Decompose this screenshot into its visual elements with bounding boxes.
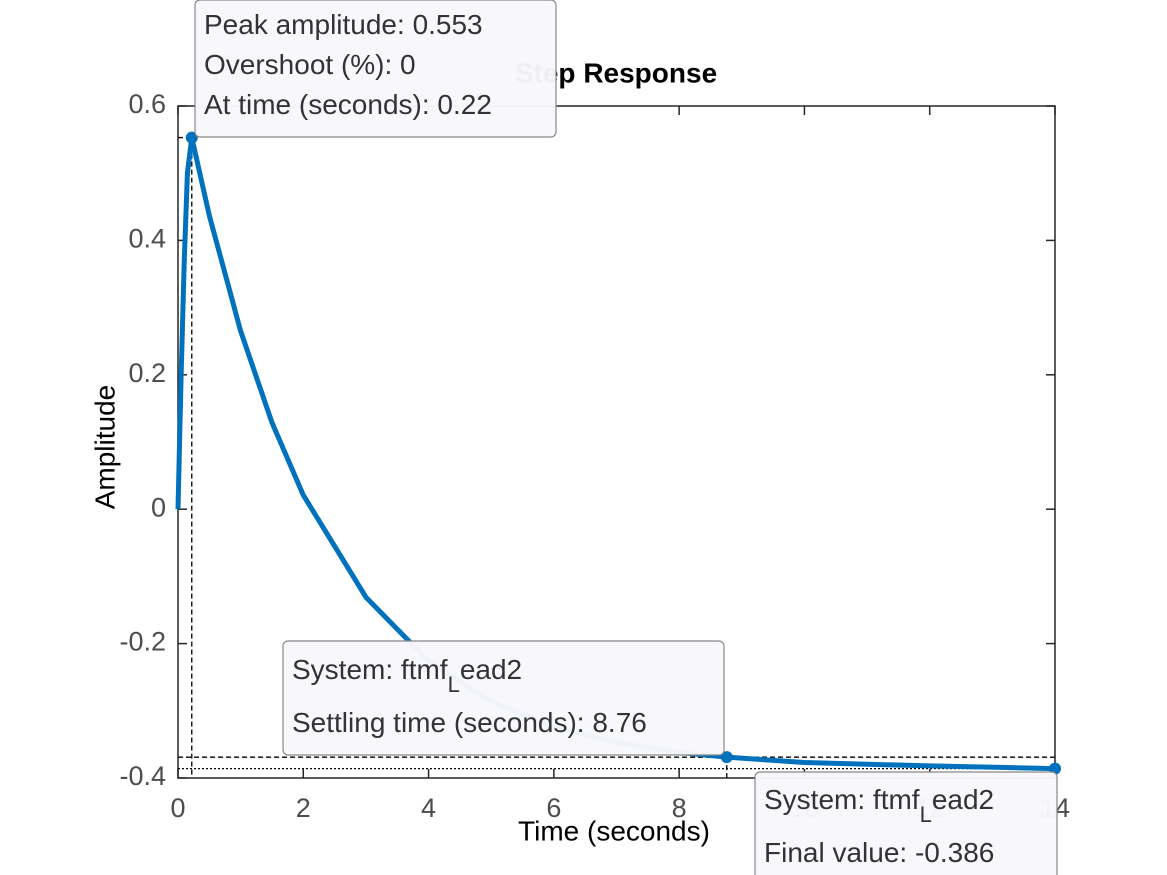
x-tick-label: 0	[170, 793, 185, 823]
data-tip-text: Final value: -0.386	[764, 837, 994, 868]
x-axis-label: Time (seconds)	[518, 815, 710, 846]
data-tip-text-part: System: ftmf	[764, 784, 920, 815]
data-tip-text-part: ead2	[460, 654, 522, 685]
data-tip-text-part: ead2	[932, 784, 994, 815]
data-tip: System: ftmfLead2 Final value: -0.386	[754, 771, 1058, 875]
data-tip-marker	[720, 751, 733, 764]
data-tip-subscript: L	[448, 672, 460, 697]
data-tip-text: System: ftmfLead2	[764, 784, 994, 826]
y-tick-label: 0.2	[128, 358, 166, 388]
data-tip-text-part: Final value: -0.386	[764, 837, 994, 868]
x-tick-label: 6	[546, 793, 561, 823]
data-tip-text-part: Peak amplitude: 0.553	[204, 9, 483, 40]
data-tip-text: At time (seconds): 0.22	[204, 89, 492, 120]
data-tip-box	[282, 640, 725, 756]
data-tip: System: ftmfLead2 Settling time (seconds)…	[282, 640, 725, 756]
y-tick-label: -0.2	[119, 627, 166, 657]
data-tip-text-part: System: ftmf	[292, 654, 448, 685]
data-tip-text: System: ftmfLead2	[292, 654, 522, 696]
data-tip-text: Settling time (seconds): 8.76	[292, 707, 647, 738]
data-tip-box	[194, 0, 557, 138]
x-tick-label: 4	[421, 793, 436, 823]
data-tip-text-part: Settling time (seconds): 8.76	[292, 707, 647, 738]
y-tick-label: 0.6	[128, 89, 166, 119]
data-tip-text: Overshoot (%): 0	[204, 49, 416, 80]
data-tip-subscript: L	[920, 802, 932, 827]
x-tick-label: 8	[672, 793, 687, 823]
y-tick-label: 0	[151, 492, 166, 522]
data-tip-text-part: Overshoot (%): 0	[204, 49, 416, 80]
data-tip-text-part: At time (seconds): 0.22	[204, 89, 492, 120]
data-tip: Peak amplitude: 0.553 Overshoot (%): 0 At …	[194, 0, 557, 138]
x-tick-label: 2	[296, 793, 311, 823]
data-tip-marker	[185, 131, 198, 144]
data-tip-box	[754, 771, 1058, 875]
y-tick-label: -0.4	[119, 761, 166, 791]
y-axis-label: Amplitude	[89, 385, 120, 510]
y-tick-label: 0.4	[128, 224, 166, 254]
data-tip-text: Peak amplitude: 0.553	[204, 9, 483, 40]
